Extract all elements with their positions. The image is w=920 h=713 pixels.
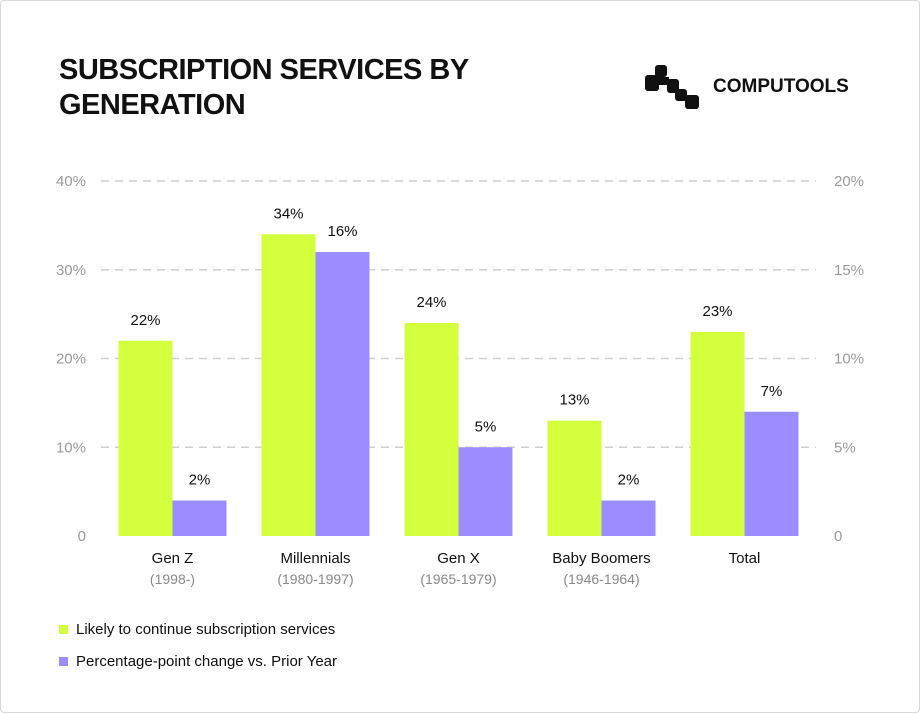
category-sublabel: (1965-1979) bbox=[420, 571, 496, 587]
category-sublabel: (1980-1997) bbox=[277, 571, 353, 587]
data-label: 2% bbox=[189, 472, 211, 489]
bar-likely bbox=[690, 331, 745, 536]
data-label: 23% bbox=[702, 303, 732, 320]
data-label: 7% bbox=[761, 383, 783, 400]
bar-likely bbox=[404, 323, 459, 536]
right-axis-tick: 15% bbox=[834, 262, 864, 279]
legend-item-likely: Likely to continue subscription services bbox=[59, 613, 337, 645]
left-axis-tick: 0 bbox=[78, 528, 86, 545]
bar-change bbox=[315, 252, 370, 536]
chart-title: SUBSCRIPTION SERVICES BY GENERATION bbox=[59, 54, 469, 121]
category-label: Gen Z bbox=[152, 550, 194, 567]
data-label: 13% bbox=[559, 392, 589, 409]
category-sublabel: (1998-) bbox=[150, 571, 195, 587]
bar-change bbox=[458, 447, 513, 536]
bar-likely bbox=[118, 340, 173, 536]
category-label: Total bbox=[729, 550, 761, 567]
legend-label: Percentage-point change vs. Prior Year bbox=[76, 652, 337, 670]
bar-change bbox=[172, 500, 227, 536]
right-axis-tick: 0 bbox=[834, 528, 842, 545]
data-label: 5% bbox=[475, 418, 497, 435]
data-label: 24% bbox=[416, 294, 446, 311]
data-label: 34% bbox=[273, 205, 303, 222]
left-axis-tick: 30% bbox=[56, 262, 86, 279]
logo-mark-icon bbox=[645, 65, 699, 109]
bar-change bbox=[601, 500, 656, 536]
data-label: 22% bbox=[130, 312, 160, 329]
category-label: Gen X bbox=[437, 550, 480, 567]
category-sublabel: (1946-1964) bbox=[563, 571, 639, 587]
right-axis-tick: 5% bbox=[834, 439, 856, 456]
category-label: Millennials bbox=[280, 550, 350, 567]
bar-change bbox=[744, 411, 799, 536]
left-axis-tick: 20% bbox=[56, 351, 86, 368]
legend: Likely to continue subscription services… bbox=[59, 613, 337, 677]
right-axis-tick: 10% bbox=[834, 351, 864, 368]
category-label: Baby Boomers bbox=[552, 550, 650, 567]
bar-likely bbox=[261, 234, 316, 536]
bar-chart: 0 0 10% 5% 20% 10% 30% 15% 40% 20% 22% 2% Gen Z (1998… bbox=[56, 173, 864, 587]
legend-swatch-purple bbox=[59, 656, 68, 666]
right-axis-tick: 20% bbox=[834, 173, 864, 190]
legend-item-change: Percentage-point change vs. Prior Year bbox=[59, 645, 337, 677]
legend-swatch-green bbox=[59, 624, 68, 634]
left-axis-tick: 40% bbox=[56, 173, 86, 190]
data-label: 2% bbox=[618, 472, 640, 489]
data-label: 16% bbox=[327, 223, 357, 240]
computools-logo: COMPUTOOLS bbox=[645, 65, 849, 109]
bar-likely bbox=[547, 420, 602, 536]
left-axis-tick: 10% bbox=[56, 439, 86, 456]
legend-label: Likely to continue subscription services bbox=[76, 620, 336, 638]
logo-text: COMPUTOOLS bbox=[713, 76, 849, 97]
